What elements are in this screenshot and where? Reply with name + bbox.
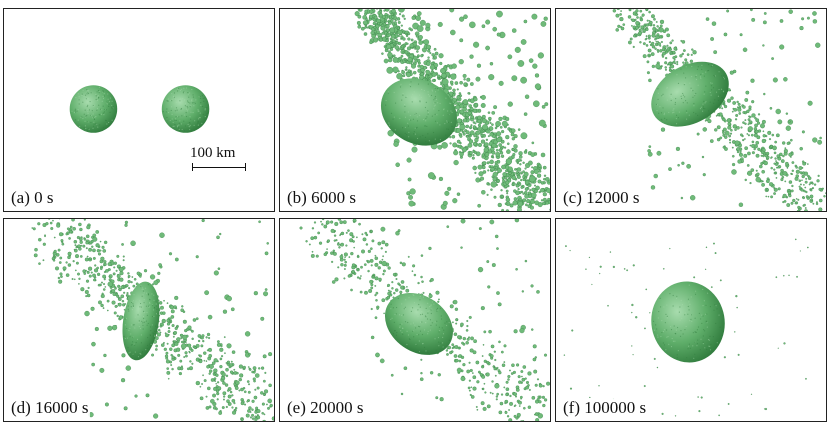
scale-bar-label: 100 km	[190, 145, 236, 161]
remnant-body	[122, 281, 160, 361]
impactor-body-left	[69, 85, 118, 133]
debris-sparse	[563, 238, 809, 417]
final-body	[651, 281, 725, 363]
panel-e-render	[299, 219, 550, 421]
panel-label-f: (f) 100000 s	[561, 398, 649, 418]
scale-bar	[192, 163, 246, 171]
remnant-body	[384, 293, 453, 355]
panel-label-a: (a) 0 s	[9, 188, 56, 208]
panel-e: (e) 20000 s	[279, 218, 551, 422]
panel-f-render	[563, 238, 809, 417]
debris-scatter	[82, 219, 273, 419]
remnant-body	[651, 61, 729, 127]
debris-arc	[612, 9, 826, 211]
panel-d-render	[31, 219, 274, 421]
panel-a-render	[69, 85, 210, 133]
panel-c: (c) 12000 s	[555, 8, 827, 212]
panel-label-d: (d) 16000 s	[9, 398, 91, 418]
panel-f: (f) 100000 s	[555, 218, 827, 422]
debris-scatter	[386, 9, 550, 210]
merging-body	[380, 78, 457, 146]
panel-d: (d) 16000 s	[3, 218, 275, 422]
figure-grid: 100 km (a) 0 s (b) 6000 s (c) 12000 s (d…	[3, 8, 827, 422]
impactor-body-right	[161, 85, 210, 133]
panel-c-render	[612, 9, 826, 211]
panel-label-e: (e) 20000 s	[285, 398, 366, 418]
panel-b-render	[354, 9, 550, 211]
panel-label-c: (c) 12000 s	[561, 188, 642, 208]
panel-label-b: (b) 6000 s	[285, 188, 358, 208]
panel-b: (b) 6000 s	[279, 8, 551, 212]
panel-a: 100 km (a) 0 s	[3, 8, 275, 212]
